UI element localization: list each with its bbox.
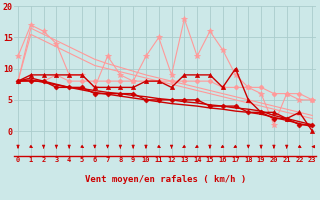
- X-axis label: Vent moyen/en rafales ( km/h ): Vent moyen/en rafales ( km/h ): [84, 174, 246, 184]
